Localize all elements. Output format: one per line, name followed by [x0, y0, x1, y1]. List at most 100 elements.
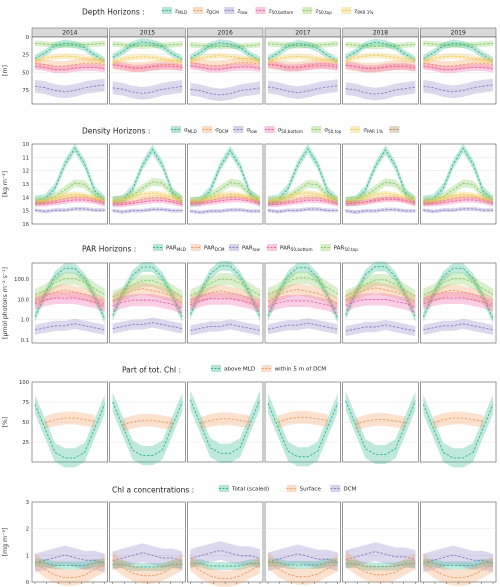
series-band [345, 60, 416, 73]
series-line [345, 209, 416, 213]
series-band [268, 39, 338, 65]
panel-2015 [109, 143, 186, 225]
series-line [190, 278, 261, 296]
legend-label: PAR50,bottom [280, 246, 313, 253]
legend-label: zDCM [206, 9, 219, 16]
series-band [268, 144, 338, 206]
series-line [34, 55, 105, 63]
series-band [112, 294, 183, 315]
series-line [112, 288, 183, 304]
legend-title: Part of tot. Chl : [122, 366, 181, 375]
panel-2018 [342, 143, 419, 225]
y-tick-label: 50 [22, 420, 29, 426]
chart-chla: Chl a concentrations : Total (scaled) Surf… [2, 485, 497, 587]
series-band [35, 553, 105, 586]
series-band [423, 40, 493, 49]
series-band [112, 194, 183, 206]
series-band [268, 283, 338, 310]
series-line [190, 55, 261, 62]
series-line [267, 147, 338, 202]
series-line [34, 278, 105, 296]
y-tick-label: 100.0 [14, 277, 29, 283]
series-band [423, 39, 493, 65]
series-line [267, 208, 338, 213]
panel-frame [342, 36, 419, 105]
series-line [423, 561, 494, 579]
series-band [35, 40, 105, 49]
series-line [423, 62, 494, 67]
series-band [112, 41, 183, 49]
legend-label: zlow [237, 9, 248, 16]
panel-frame [420, 262, 497, 344]
panel-2017 [264, 381, 341, 467]
series-band [35, 263, 105, 324]
series-band [190, 194, 260, 205]
series-band [345, 41, 416, 50]
series-line [423, 199, 494, 205]
y-tick-label: 75 [22, 400, 29, 406]
y-tick-label: 1 [26, 553, 29, 559]
series-band [423, 394, 493, 468]
y-tick-label: 2 [26, 527, 29, 533]
series-line [423, 208, 493, 212]
series-line [267, 553, 338, 563]
series-line [345, 558, 416, 576]
series-band [122, 413, 173, 432]
year-label: 2019 [451, 30, 466, 37]
series-band [423, 197, 493, 207]
series-band [112, 61, 183, 72]
series-band [35, 545, 105, 573]
series-band [423, 179, 493, 206]
series-band [35, 291, 105, 313]
series-line [345, 198, 416, 204]
series-band [268, 179, 338, 207]
series-band [112, 543, 183, 570]
y-tick-label: 0 [26, 580, 29, 586]
panel-frame [342, 262, 419, 344]
series-band [423, 143, 493, 205]
series-band [190, 190, 260, 205]
series-band [35, 318, 105, 335]
series-line [112, 43, 183, 47]
series-line [34, 208, 105, 212]
legend-label: σ50,bottom [278, 128, 303, 135]
series-band [35, 283, 105, 311]
series-band [190, 319, 260, 336]
panel-2017 [264, 262, 341, 344]
series-band [345, 542, 416, 569]
series-band [112, 53, 183, 66]
series-line [112, 56, 183, 63]
series-band [35, 558, 105, 570]
y-tick-label: 14 [22, 195, 29, 201]
series-band [112, 197, 183, 208]
legend-label: Total (scaled) [231, 487, 269, 493]
series-band [35, 62, 105, 74]
series-line [267, 300, 338, 310]
series-line [422, 404, 494, 459]
series-band [268, 207, 338, 214]
y-tick-label: 10 [22, 142, 29, 148]
series-band [268, 294, 338, 316]
series-band [345, 550, 416, 583]
series-band [190, 39, 260, 64]
series-band [112, 560, 183, 571]
series-band [423, 263, 493, 324]
legend-label: PARDCM [204, 246, 225, 253]
series-line [268, 199, 338, 205]
panel-2014 [31, 262, 108, 344]
series-band [345, 293, 416, 314]
series-line [112, 280, 183, 298]
series-band [35, 272, 105, 301]
series-line [267, 560, 338, 578]
series-line [423, 42, 494, 62]
series-band [423, 291, 493, 313]
series-band [345, 281, 416, 309]
series-line [423, 147, 494, 201]
series-band [112, 80, 183, 100]
series-line [190, 549, 261, 559]
series-band [277, 410, 328, 429]
series-line [34, 297, 105, 307]
y-axis-label: [mg m⁻³] [2, 528, 9, 557]
panel-frame [264, 36, 341, 105]
